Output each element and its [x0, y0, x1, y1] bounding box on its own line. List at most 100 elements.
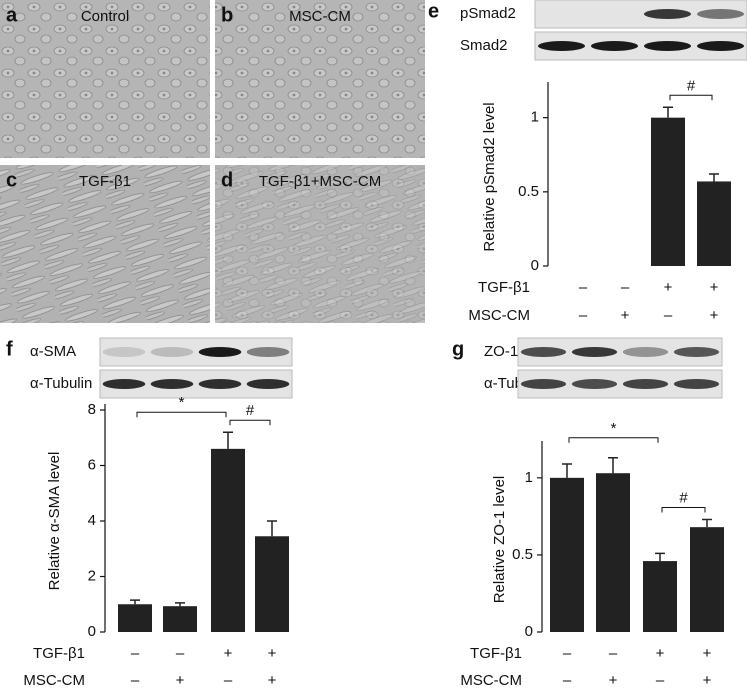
condition-sign: +	[656, 645, 665, 662]
condition-name: TGF-β1	[33, 645, 85, 662]
error-bar	[663, 106, 673, 118]
blot-label: α-SMA	[30, 343, 76, 360]
bar	[690, 527, 724, 632]
significance-mark: #	[679, 489, 688, 506]
blot-band	[696, 41, 745, 51]
condition-sign: +	[710, 279, 719, 296]
bar	[651, 117, 685, 267]
condition-sign: +	[664, 279, 673, 296]
blot-band	[246, 347, 290, 357]
error-bar	[267, 520, 277, 537]
micrograph-label: MSC-CM	[289, 8, 351, 25]
condition-sign: –	[621, 279, 630, 296]
significance-bracket	[661, 506, 706, 513]
panel-letter: c	[6, 169, 17, 191]
micrograph	[0, 0, 210, 158]
significance-mark: *	[611, 420, 617, 437]
significance-mark: #	[246, 402, 255, 419]
condition-sign: –	[609, 645, 618, 662]
condition-sign: +	[609, 672, 618, 689]
micrograph	[0, 165, 210, 323]
y-tick-label: 1	[531, 109, 539, 126]
condition-sign: +	[268, 672, 277, 689]
y-tick-label: 4	[88, 512, 96, 529]
blot-band	[622, 379, 669, 389]
y-axis-label: Relative ZO-1 level	[491, 476, 508, 604]
y-tick-label: 8	[88, 401, 96, 418]
condition-sign: –	[176, 645, 185, 662]
condition-sign: +	[176, 672, 185, 689]
y-tick-label: 2	[88, 567, 96, 584]
y-tick-label: 0	[88, 623, 96, 640]
panel-letter: b	[221, 4, 233, 26]
blot-band	[520, 347, 567, 357]
significance-bracket	[136, 411, 227, 418]
blot-band	[537, 41, 586, 51]
condition-name: TGF-β1	[478, 279, 530, 296]
error-bar	[175, 602, 185, 607]
panel-letter: g	[452, 338, 464, 360]
condition-sign: +	[268, 645, 277, 662]
error-bar	[562, 463, 572, 478]
micrograph	[215, 0, 425, 158]
error-bar	[702, 518, 712, 528]
blot-band	[520, 379, 567, 389]
y-tick-label: 0	[531, 257, 539, 274]
panel-letter: a	[6, 4, 18, 26]
blot-band	[198, 379, 242, 389]
condition-sign: –	[131, 645, 140, 662]
significance-bracket	[669, 94, 713, 101]
significance-mark: *	[179, 394, 185, 411]
panel-letter: d	[221, 169, 233, 191]
condition-sign: –	[579, 307, 588, 324]
blot-label: pSmad2	[460, 5, 516, 22]
blot-band	[571, 347, 618, 357]
blot-band	[102, 347, 146, 357]
condition-sign: –	[563, 672, 572, 689]
condition-sign: –	[664, 307, 673, 324]
condition-sign: +	[621, 307, 630, 324]
bar	[118, 604, 152, 632]
blot-band	[571, 379, 618, 389]
y-tick-label: 0.5	[512, 546, 533, 563]
blot-band	[643, 9, 692, 19]
blot-band	[198, 347, 242, 357]
condition-name: TGF-β1	[470, 645, 522, 662]
bar	[255, 536, 289, 632]
condition-name: MSC-CM	[23, 672, 85, 689]
significance-bracket	[568, 437, 659, 443]
blot	[99, 337, 293, 367]
blot-band	[590, 41, 639, 51]
error-bar	[709, 173, 719, 182]
error-bar	[608, 457, 618, 474]
significance-mark: #	[687, 77, 696, 94]
bar	[550, 477, 584, 632]
condition-sign: –	[131, 672, 140, 689]
condition-name: MSC-CM	[468, 307, 530, 324]
y-tick-label: 0.5	[518, 183, 539, 200]
blot-band	[150, 347, 194, 357]
blot-band	[673, 347, 720, 357]
micrograph-label: TGF-β1	[79, 173, 131, 190]
condition-name: MSC-CM	[460, 672, 522, 689]
condition-sign: +	[703, 672, 712, 689]
y-axis-label: Relative pSmad2 level	[481, 102, 498, 251]
blot-band	[150, 379, 194, 389]
blot-band	[622, 347, 669, 357]
bar	[596, 473, 630, 632]
panel-letter: e	[428, 0, 439, 22]
y-tick-label: 1	[525, 469, 533, 486]
blot-band	[246, 379, 290, 389]
bar	[211, 448, 245, 632]
blot-band	[673, 379, 720, 389]
condition-sign: –	[656, 672, 665, 689]
bar	[697, 181, 731, 266]
blot-band	[102, 379, 146, 389]
micrograph-overlay	[215, 165, 425, 323]
bar	[163, 606, 197, 632]
condition-sign: –	[579, 279, 588, 296]
error-bar	[655, 552, 665, 562]
condition-sign: –	[224, 672, 233, 689]
error-bar	[223, 431, 233, 449]
